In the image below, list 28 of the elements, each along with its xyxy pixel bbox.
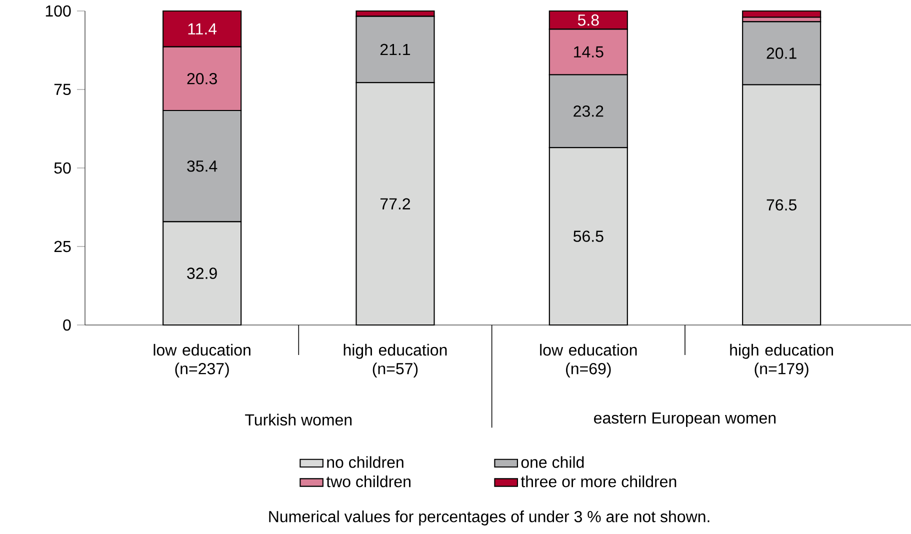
data-label: 77.2 [380, 198, 410, 210]
y-tick-label: 50 [54, 162, 71, 174]
text: Numerical values for percentages of under 3 % are not shown. [269, 510, 710, 526]
data-label: 76.5 [766, 199, 796, 211]
text: Turkish women [245, 414, 352, 426]
data-label: 56.5 [573, 230, 604, 242]
x-tick-label: low education (n=237) [154, 344, 250, 378]
text: eastern European women [594, 412, 776, 427]
y-tick-label: 75 [54, 84, 71, 96]
legend-label: no children [327, 456, 404, 468]
data-label: 20.3 [187, 72, 217, 84]
data-label: 32.9 [187, 268, 217, 279]
legend-label: three or more children [520, 476, 676, 488]
data-label: 14.5 [574, 46, 604, 58]
legend-label: two children [326, 476, 410, 488]
data-label: 11.4 [188, 23, 217, 34]
data-label: 23.2 [574, 105, 604, 117]
y-tick-label: 25 [54, 240, 71, 252]
x-tick-label: low education (n=69) [540, 344, 637, 378]
data-label: 5.8 [578, 14, 599, 26]
legend-label: one child [521, 456, 584, 468]
y-tick-label: 100 [46, 5, 71, 17]
x-tick-label: high education (n=179) [730, 344, 833, 378]
y-tick-label: 0 [63, 319, 71, 331]
data-label: 21.1 [380, 44, 410, 56]
x-tick-label: high education (n=57) [344, 344, 447, 378]
data-label: 20.1 [766, 48, 796, 59]
data-label: 35.4 [187, 160, 218, 172]
